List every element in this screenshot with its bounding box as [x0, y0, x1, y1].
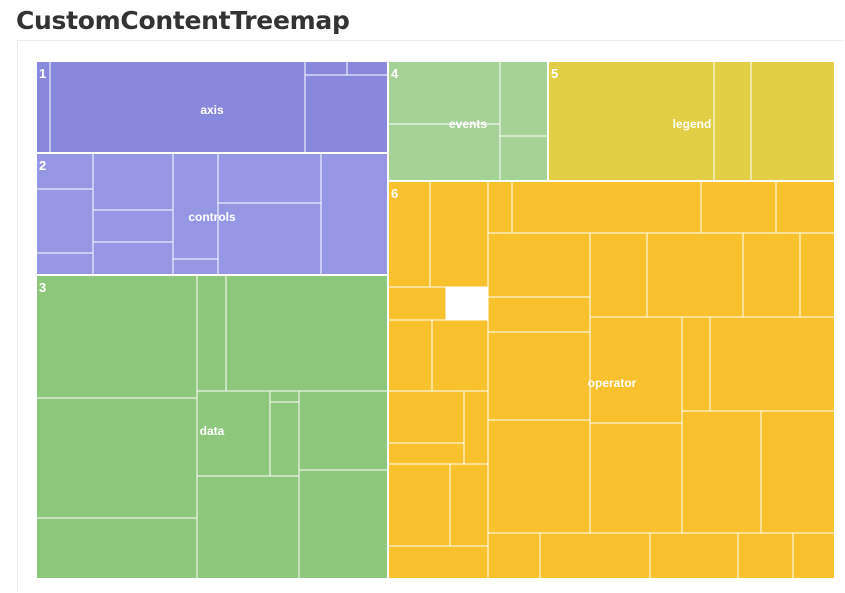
treemap-leaf	[92, 152, 174, 211]
treemap-leaf	[646, 232, 744, 318]
treemap-leaf	[320, 152, 389, 276]
treemap-leaf	[217, 152, 322, 204]
treemap-leaf	[792, 532, 835, 579]
treemap-leaf	[463, 390, 489, 465]
treemap-leaf	[387, 319, 433, 392]
treemap-leaf	[225, 274, 389, 392]
treemap-group-events: 4 events	[387, 61, 549, 182]
treemap-leaf	[172, 258, 219, 276]
treemap-leaf	[487, 180, 513, 234]
treemap-leaf	[387, 390, 465, 444]
treemap-group-label: controls	[188, 210, 236, 224]
treemap-leaf	[196, 274, 227, 392]
treemap-leaf	[269, 390, 300, 403]
treemap-group-number: 4	[391, 66, 399, 81]
treemap-leaf	[346, 61, 389, 76]
treemap-leaf	[649, 532, 739, 579]
treemap-group-label: events	[449, 117, 487, 131]
treemap-leaf	[681, 410, 762, 534]
treemap-group-border	[387, 180, 835, 579]
treemap-leaf	[589, 316, 683, 424]
treemap-group-number: 6	[391, 186, 398, 201]
treemap-leaf	[269, 401, 300, 477]
treemap-group-number: 3	[39, 280, 46, 295]
treemap-leaf	[487, 232, 591, 298]
treemap-leaf	[217, 202, 322, 276]
treemap-leaf	[487, 532, 541, 579]
treemap-leaf	[499, 135, 549, 182]
treemap-leaf	[36, 397, 198, 519]
treemap-leaf	[92, 241, 174, 276]
treemap-leaf	[539, 532, 651, 579]
treemap-group-number: 1	[39, 66, 46, 81]
treemap-leaf	[547, 61, 715, 182]
treemap-chart: 1 axis 2 controls 3 data 4 events 5 legend 6 operat…	[36, 61, 835, 579]
treemap-leaf	[750, 61, 835, 182]
treemap-leaf	[387, 286, 447, 321]
treemap-leaf	[196, 475, 300, 579]
treemap-leaf	[36, 188, 94, 254]
treemap-leaf	[172, 152, 219, 260]
treemap-group-label: operator	[588, 376, 637, 390]
treemap-leaf	[742, 232, 801, 318]
treemap-leaf	[429, 180, 489, 288]
treemap-leaf	[487, 331, 591, 421]
treemap-leaf	[36, 274, 198, 399]
treemap-leaf	[709, 316, 835, 412]
treemap-leaf	[487, 419, 591, 534]
treemap-group-label: axis	[200, 103, 224, 117]
treemap-leaf	[387, 545, 489, 579]
treemap-leaf	[92, 209, 174, 243]
treemap-group-label: legend	[673, 117, 712, 131]
treemap-leaf	[387, 61, 501, 125]
treemap-leaf	[304, 74, 389, 154]
treemap-svg: 1 axis 2 controls 3 data 4 events 5 legend 6 operat…	[36, 61, 835, 579]
treemap-leaf	[760, 410, 835, 534]
treemap-group-label: data	[200, 424, 225, 438]
treemap-leaf	[298, 390, 389, 471]
treemap-leaf	[36, 252, 94, 276]
treemap-leaf	[304, 61, 348, 76]
treemap-leaf	[487, 296, 591, 333]
treemap-group-operator: 6 operator	[387, 180, 835, 579]
treemap-group-controls: 2 controls	[36, 152, 389, 276]
treemap-leaf	[589, 422, 683, 534]
treemap-group-number: 2	[39, 158, 46, 173]
treemap-leaf	[36, 517, 198, 579]
treemap-leaf	[431, 319, 489, 392]
treemap-leaf	[799, 232, 835, 318]
treemap-leaf	[589, 232, 648, 318]
treemap-group-axis: 1 axis	[36, 61, 389, 154]
treemap-leaf	[387, 442, 465, 465]
treemap-leaf	[449, 463, 489, 547]
treemap-leaf	[387, 123, 501, 182]
page-title: CustomContentTreemap	[16, 6, 350, 35]
treemap-leaf	[713, 61, 752, 182]
treemap-leaf	[681, 316, 711, 412]
treemap-leaf	[49, 61, 306, 154]
treemap-leaf	[387, 463, 451, 547]
treemap-leaf	[775, 180, 835, 234]
treemap-group-number: 5	[551, 66, 558, 81]
treemap-leaf	[499, 61, 549, 137]
treemap-leaf	[737, 532, 794, 579]
treemap-group-legend: 5 legend	[547, 61, 835, 182]
treemap-leaf	[511, 180, 702, 234]
treemap-group-data: 3 data	[36, 274, 389, 579]
treemap-leaf	[700, 180, 777, 234]
treemap-leaf	[298, 469, 389, 579]
